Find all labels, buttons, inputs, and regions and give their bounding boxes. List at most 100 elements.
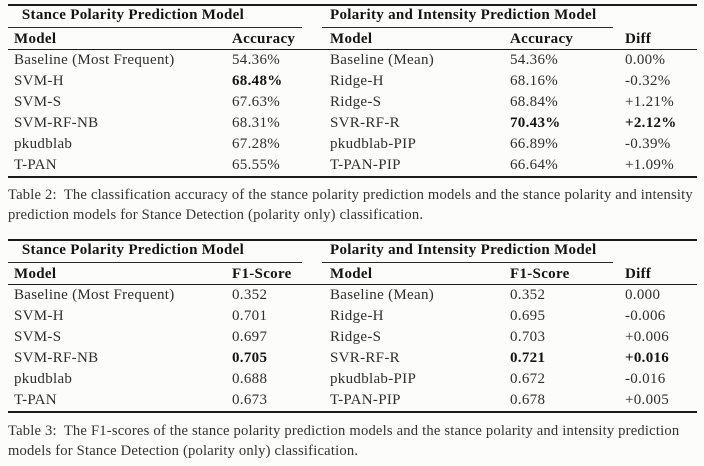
cell-diff: 0.000 — [625, 287, 661, 303]
cell-accuracy-right: 54.36% — [510, 52, 559, 68]
col-header-f1-right: F1-Score — [510, 266, 570, 282]
caption-label: Table 2: — [8, 187, 57, 203]
table-row: SVM-S 0.697 Ridge-S 0.703 +0.006 — [8, 327, 697, 348]
cell-accuracy-right: 66.89% — [510, 136, 559, 152]
cell-accuracy-right: 68.16% — [510, 73, 559, 89]
cell-f1-left: 0.688 — [232, 371, 268, 387]
table-row: SVM-S 67.63% Ridge-S 68.84% +1.21% — [8, 92, 697, 113]
cell-model-left: Baseline (Most Frequent) — [14, 287, 175, 303]
table-top-rule — [8, 239, 697, 241]
cell-model-left: SVM-RF-NB — [14, 115, 99, 131]
cell-model-left: SVM-S — [14, 329, 62, 345]
cell-accuracy-left: 67.28% — [232, 136, 281, 152]
group-header-stance-polarity: Stance Polarity Prediction Model — [21, 7, 245, 23]
table-2-column-header-row: Model Accuracy Model Accuracy Diff — [8, 30, 697, 49]
cell-model-right: Ridge-H — [330, 73, 384, 89]
col-header-diff: Diff — [625, 266, 652, 282]
col-header-model-right: Model — [330, 31, 373, 47]
group-header-rules — [8, 261, 697, 265]
caption-line-2: prediction models for Stance Detection (… — [8, 206, 424, 223]
cell-model-left: SVM-H — [14, 73, 64, 89]
cell-model-right: T-PAN-PIP — [330, 157, 401, 173]
caption-label: Table 3: — [8, 423, 57, 439]
cell-diff: -0.39% — [625, 136, 671, 152]
cell-model-right: pkudblab-PIP — [330, 136, 417, 152]
group-header-polarity-intensity: Polarity and Intensity Prediction Model — [330, 242, 597, 258]
caption-line-2: models for Stance Detection (polarity on… — [8, 442, 359, 459]
cell-model-left: SVM-S — [14, 94, 62, 110]
cell-accuracy-right: 68.84% — [510, 94, 559, 110]
col-header-accuracy-left: Accuracy — [232, 31, 296, 47]
cell-model-right: Ridge-H — [330, 308, 384, 324]
cell-diff: -0.016 — [625, 371, 666, 387]
col-header-f1-left: F1-Score — [232, 266, 292, 282]
cell-model-left: T-PAN — [14, 157, 57, 173]
table-row: Baseline (Most Frequent) 0.352 Baseline … — [8, 285, 697, 306]
cell-f1-right: 0.721 — [510, 350, 546, 366]
col-header-model-left: Model — [14, 266, 57, 282]
cell-diff: +0.005 — [625, 392, 670, 408]
table-bottom-rule — [8, 176, 697, 178]
caption-line-1: The F1-scores of the stance polarity pre… — [63, 423, 680, 439]
cell-accuracy-right: 66.64% — [510, 157, 559, 173]
cell-f1-right: 0.678 — [510, 392, 546, 408]
cell-model-left: SVM-H — [14, 308, 64, 324]
cell-model-right: Ridge-S — [330, 94, 382, 110]
table-2-caption: Table 2: The classification accuracy of t… — [8, 186, 698, 226]
table-2-group-header-row: Stance Polarity Prediction Model Polarit… — [8, 6, 697, 26]
cell-accuracy-left: 65.55% — [232, 157, 281, 173]
cell-model-left: pkudblab — [14, 136, 73, 152]
cell-accuracy-right: 70.43% — [510, 115, 561, 131]
table-top-rule — [8, 4, 697, 6]
cell-f1-left: 0.697 — [232, 329, 268, 345]
table-row: SVM-H 68.48% Ridge-H 68.16% -0.32% — [8, 71, 697, 92]
cell-diff: +0.016 — [625, 350, 670, 366]
cell-f1-right: 0.672 — [510, 371, 546, 387]
cell-accuracy-left: 68.48% — [232, 73, 283, 89]
table-row: SVM-RF-NB 68.31% SVR-RF-R 70.43% +2.12% — [8, 113, 697, 134]
cell-f1-right: 0.695 — [510, 308, 546, 324]
cell-f1-left: 0.352 — [232, 287, 268, 303]
cell-model-left: SVM-RF-NB — [14, 350, 99, 366]
caption-line-1: The classification accuracy of the stanc… — [63, 187, 693, 203]
cell-f1-right: 0.352 — [510, 287, 546, 303]
cmidrule-left — [8, 262, 302, 263]
cell-model-right: T-PAN-PIP — [330, 392, 401, 408]
cell-f1-left: 0.673 — [232, 392, 268, 408]
cell-diff: -0.32% — [625, 73, 671, 89]
table-mid-rule — [8, 284, 697, 285]
col-header-model-left: Model — [14, 31, 57, 47]
table-row: pkudblab 0.688 pkudblab-PIP 0.672 -0.016 — [8, 369, 697, 390]
table-bottom-rule — [8, 411, 697, 413]
cell-model-left: Baseline (Most Frequent) — [14, 52, 175, 68]
cell-model-right: pkudblab-PIP — [330, 371, 417, 387]
cell-model-right: SVR-RF-R — [330, 115, 400, 131]
cell-accuracy-left: 54.36% — [232, 52, 281, 68]
group-header-stance-polarity: Stance Polarity Prediction Model — [21, 242, 245, 258]
cell-diff: +2.12% — [625, 115, 677, 131]
cell-f1-right: 0.703 — [510, 329, 546, 345]
cell-accuracy-left: 68.31% — [232, 115, 281, 131]
cell-diff: +0.006 — [625, 329, 670, 345]
table-row: pkudblab 67.28% pkudblab-PIP 66.89% -0.3… — [8, 134, 697, 155]
cell-diff: +1.09% — [625, 157, 675, 173]
cmidrule-right — [322, 27, 613, 28]
cell-model-left: pkudblab — [14, 371, 73, 387]
table-row: Baseline (Most Frequent) 54.36% Baseline… — [8, 50, 697, 71]
cell-diff: -0.006 — [625, 308, 666, 324]
table-mid-rule — [8, 49, 697, 50]
cell-diff: +1.21% — [625, 94, 675, 110]
cell-model-right: SVR-RF-R — [330, 350, 400, 366]
table-row: SVM-H 0.701 Ridge-H 0.695 -0.006 — [8, 306, 697, 327]
table-2: Stance Polarity Prediction Model Polarit… — [8, 4, 697, 178]
table-3-group-header-row: Stance Polarity Prediction Model Polarit… — [8, 241, 697, 261]
cell-accuracy-left: 67.63% — [232, 94, 281, 110]
table-row: T-PAN 65.55% T-PAN-PIP 66.64% +1.09% — [8, 155, 697, 176]
cell-model-right: Baseline (Mean) — [330, 52, 435, 68]
cell-model-right: Ridge-S — [330, 329, 382, 345]
cell-diff: 0.00% — [625, 52, 666, 68]
col-header-model-right: Model — [330, 266, 373, 282]
table-3: Stance Polarity Prediction Model Polarit… — [8, 239, 697, 413]
col-header-accuracy-right: Accuracy — [510, 31, 574, 47]
table-row: SVM-RF-NB 0.705 SVR-RF-R 0.721 +0.016 — [8, 348, 697, 369]
